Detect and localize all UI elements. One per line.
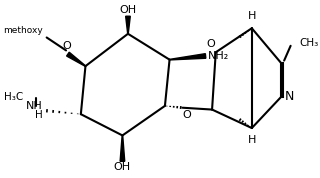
Text: H₃C: H₃C xyxy=(4,92,24,102)
Text: H: H xyxy=(248,135,256,145)
Text: O: O xyxy=(206,40,215,49)
Polygon shape xyxy=(67,52,86,66)
Text: H: H xyxy=(248,11,256,21)
Text: H: H xyxy=(35,110,43,120)
Text: O: O xyxy=(63,41,71,51)
Polygon shape xyxy=(126,16,130,34)
Text: CH₃: CH₃ xyxy=(299,38,318,48)
Text: OH: OH xyxy=(119,5,137,15)
Text: N: N xyxy=(285,90,294,103)
Text: NH: NH xyxy=(26,101,43,111)
Text: methoxy: methoxy xyxy=(3,26,43,35)
Polygon shape xyxy=(170,54,206,60)
Text: OH: OH xyxy=(114,162,131,172)
Text: NH₂: NH₂ xyxy=(207,51,229,61)
Text: O: O xyxy=(183,110,191,120)
Polygon shape xyxy=(120,135,125,161)
